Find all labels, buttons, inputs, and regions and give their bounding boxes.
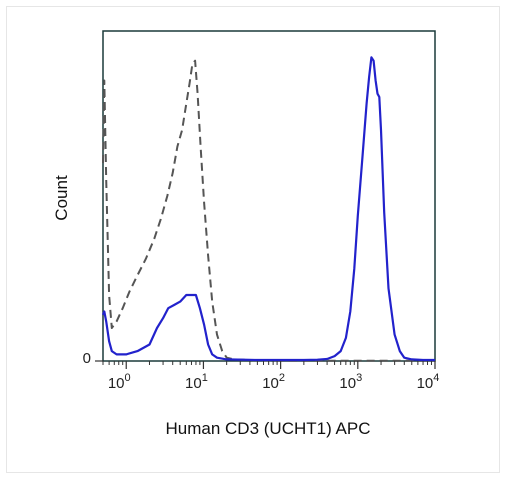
series-layer: [101, 56, 435, 362]
x-tick-label: 104: [417, 372, 440, 392]
x-axis-ticks: 100 101 102 103 104: [102, 361, 440, 392]
histogram-chart: 100 101 102 103 104 0 Human CD3 (UCHT1) APC …: [52, 30, 440, 438]
x-tick-label: 103: [339, 372, 362, 392]
x-tick-label: 101: [185, 372, 208, 392]
plot-area: [102, 30, 436, 362]
x-tick-label: 102: [262, 372, 285, 392]
x-axis-title: Human CD3 (UCHT1) APC: [166, 419, 371, 438]
solid-series-line: [101, 56, 435, 362]
plot-frame: [102, 30, 436, 362]
dashed-series-line: [102, 59, 435, 362]
y-axis-title: Count: [52, 175, 71, 221]
chart-panel: 100 101 102 103 104 0 Human CD3 (UCHT1) APC …: [6, 6, 500, 473]
x-tick-label: 100: [108, 372, 131, 392]
y-axis-ticks: 0: [83, 350, 103, 367]
y-tick-label: 0: [83, 350, 91, 367]
